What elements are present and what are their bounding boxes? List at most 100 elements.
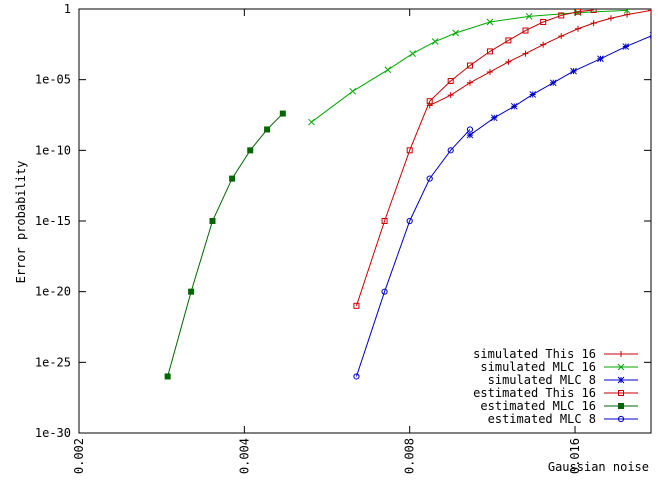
data-point [607, 15, 614, 22]
data-point [406, 217, 413, 225]
x-tick-label: 0.002 [72, 438, 86, 474]
y-tick-label: 1e-10 [35, 143, 71, 157]
legend-marker [617, 415, 625, 423]
data-point [353, 373, 360, 380]
data-point [353, 302, 360, 309]
x-axis-label: Gaussian noise [548, 460, 649, 474]
data-point [264, 126, 271, 133]
data-point [229, 175, 236, 182]
data-point [247, 147, 254, 154]
legend-entry: estimated This 16 [473, 386, 638, 400]
series-5 [164, 110, 286, 380]
data-point [188, 288, 195, 295]
legend-entry: simulated This 16 [473, 347, 638, 361]
data-point [590, 9, 597, 13]
data-point [452, 29, 460, 37]
data-point [308, 118, 315, 126]
legend-label: simulated MLC 16 [480, 360, 596, 374]
series-line [311, 9, 628, 123]
legend-label: estimated MLC 8 [488, 412, 596, 426]
legend-entry: simulated MLC 16 [480, 360, 638, 374]
data-point [597, 55, 604, 63]
data-point [349, 87, 357, 95]
data-point [447, 78, 454, 85]
data-point [529, 91, 537, 98]
legend-entry: estimated MLC 16 [480, 399, 638, 413]
data-point [505, 37, 512, 44]
series-line [355, 129, 471, 377]
data-point [486, 18, 494, 26]
data-point [466, 79, 473, 86]
data-point [381, 218, 388, 224]
data-point [540, 19, 547, 26]
legend-marker [618, 351, 624, 357]
data-point [164, 373, 171, 380]
data-point [624, 11, 631, 18]
legend-label: simulated This 16 [473, 347, 596, 361]
data-point [447, 92, 454, 99]
series-layer [164, 9, 651, 380]
data-point [466, 131, 474, 139]
data-point [623, 9, 631, 14]
y-tick-label: 1e-15 [35, 214, 71, 228]
data-point [381, 288, 388, 295]
data-point [558, 33, 565, 40]
y-axis-label: Error probability [14, 161, 28, 284]
data-point [209, 218, 216, 224]
x-axis: 0.002 0.004 0.008 0.016 [72, 9, 582, 474]
y-tick-label: 1e-20 [35, 285, 71, 299]
series-2 [308, 9, 631, 126]
data-point [406, 147, 413, 154]
y-tick-label: 1e-25 [35, 355, 71, 369]
series-6 [353, 126, 474, 380]
data-point [431, 38, 439, 45]
data-point [409, 50, 417, 57]
data-point [510, 102, 518, 110]
legend-entry: estimated MLC 8 [488, 412, 638, 426]
legend-marker [617, 363, 625, 371]
data-point [570, 67, 577, 75]
y-tick-label: 1 [64, 2, 71, 16]
data-point [648, 9, 651, 14]
data-point [486, 68, 493, 75]
series-line [167, 113, 284, 377]
legend-marker [618, 403, 624, 409]
legend-label: estimated MLC 16 [480, 399, 596, 413]
series-4 [353, 9, 597, 309]
x-tick-label: 0.008 [403, 438, 417, 474]
series-line [469, 35, 651, 136]
legend-entry: simulated MLC 8 [488, 373, 638, 387]
data-point [466, 62, 473, 69]
legend-label: simulated MLC 8 [488, 373, 596, 387]
data-point [622, 43, 630, 50]
data-point [384, 66, 392, 74]
legend-label: estimated This 16 [473, 386, 596, 400]
data-point [505, 58, 512, 65]
data-point [279, 110, 286, 117]
data-point [574, 25, 581, 32]
data-point [590, 20, 597, 27]
y-axis: 1 1e-05 1e-10 1e-15 1e-20 1e-25 1e-30 [35, 2, 651, 440]
y-tick-label: 1e-05 [35, 73, 71, 87]
data-point [426, 98, 433, 105]
data-point [549, 79, 557, 87]
series-line [355, 9, 594, 306]
y-tick-label: 1e-30 [35, 426, 71, 440]
data-point [466, 126, 474, 133]
data-point [522, 50, 529, 57]
data-point [426, 175, 433, 182]
data-point [490, 114, 498, 122]
data-point [522, 27, 529, 34]
data-point [574, 9, 581, 15]
data-point [558, 12, 565, 19]
legend-marker [617, 376, 625, 384]
data-point [486, 48, 493, 55]
series-1 [426, 9, 651, 109]
data-point [447, 147, 454, 154]
x-tick-label: 0.016 [568, 438, 582, 474]
legend-marker [618, 390, 624, 396]
series-3 [466, 31, 651, 139]
data-point [540, 41, 547, 48]
